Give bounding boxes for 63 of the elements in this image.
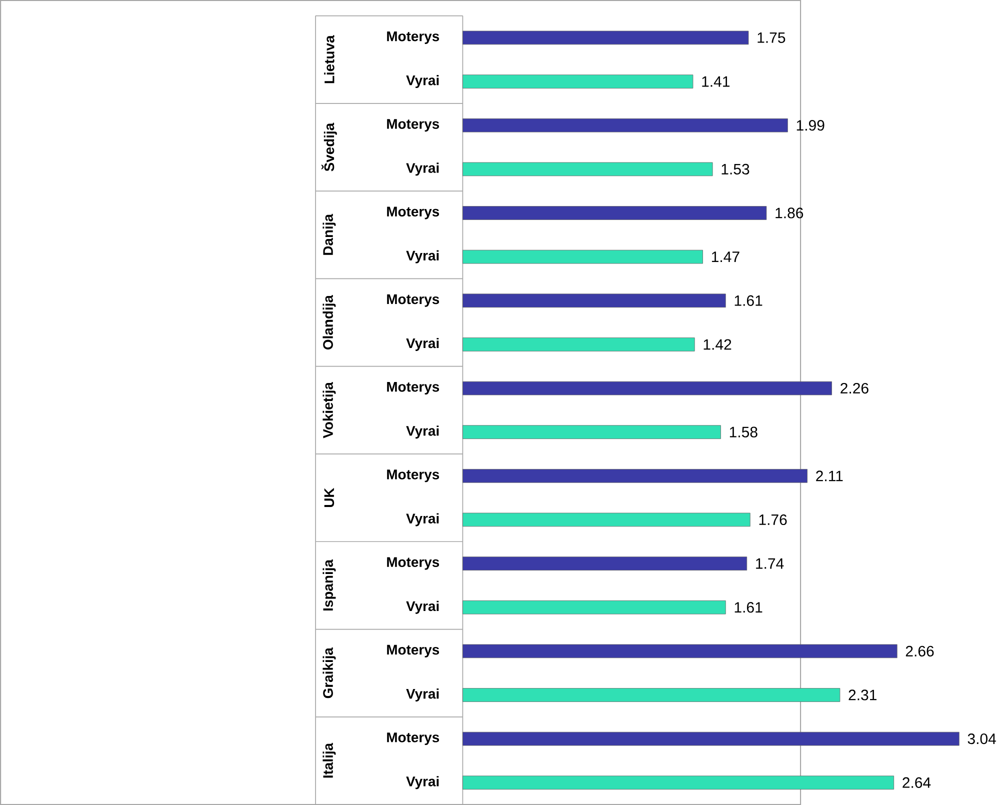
- y-tick-label: Vyrai: [406, 776, 439, 790]
- y-tick-label: Moterys: [387, 470, 440, 482]
- text: Olandija: [322, 294, 336, 350]
- bar: [462, 688, 840, 702]
- data-label: 1.42: [704, 339, 732, 350]
- bar: [462, 250, 703, 264]
- y-tick-label: Moterys: [387, 294, 440, 307]
- data-label: 2.11: [816, 470, 843, 482]
- data-label: 1.61: [734, 602, 762, 613]
- y-tick-label: Vyrai: [406, 513, 439, 526]
- text: Danija: [322, 214, 336, 255]
- bar: [462, 74, 694, 88]
- bar: [462, 644, 898, 658]
- bar: [462, 206, 767, 220]
- y-tick-label: Moterys: [387, 557, 440, 570]
- bar: [462, 776, 894, 790]
- y-tick-label: Vyrai: [406, 600, 439, 614]
- data-label: 2.26: [840, 382, 868, 394]
- data-label: 1.75: [758, 32, 786, 43]
- text: Ispanija: [322, 559, 336, 610]
- y-tick-label: Vyrai: [406, 688, 439, 702]
- y-tick-label: Moterys: [387, 119, 440, 132]
- bar: [462, 512, 750, 527]
- bar: [462, 30, 749, 45]
- y-tick-label: Vyrai: [406, 338, 439, 351]
- y-tick-label: Moterys: [387, 644, 440, 658]
- data-label: 1.74: [756, 558, 784, 569]
- bar: [462, 600, 726, 614]
- text: Italija: [322, 742, 336, 778]
- data-label: 3.04: [968, 733, 996, 744]
- data-label: 1.58: [730, 426, 758, 438]
- bar: [462, 556, 748, 570]
- text: Lietuva: [324, 35, 334, 84]
- bar: [462, 732, 960, 746]
- y-tick-label: Vyrai: [406, 250, 439, 264]
- data-label: 1.41: [702, 76, 730, 87]
- text: UK: [324, 488, 334, 507]
- y-tick-label: Moterys: [387, 31, 440, 44]
- data-label: 1.53: [722, 164, 750, 174]
- text: Vokietija: [322, 382, 336, 438]
- bar: [462, 425, 721, 439]
- text: Graikija: [322, 647, 336, 698]
- bar: [462, 162, 713, 176]
- data-label: 1.76: [759, 514, 787, 526]
- bar: [462, 338, 695, 352]
- data-label: 2.31: [848, 690, 876, 700]
- data-label: 2.66: [906, 646, 934, 656]
- data-label: 2.64: [902, 777, 931, 788]
- y-tick-label: Moterys: [387, 382, 440, 394]
- bar: [462, 118, 788, 132]
- y-tick-label: Moterys: [387, 206, 440, 220]
- y-tick-label: Moterys: [387, 732, 440, 746]
- text: Švedija: [322, 122, 337, 172]
- data-label: 1.99: [796, 120, 824, 131]
- bar: [462, 468, 808, 483]
- y-tick-label: Vyrai: [406, 75, 439, 88]
- data-label: 1.47: [712, 252, 740, 262]
- y-tick-label: Vyrai: [406, 426, 439, 439]
- data-label: 1.86: [776, 208, 804, 218]
- y-tick-label: Vyrai: [406, 162, 439, 176]
- bar: [462, 294, 726, 308]
- data-label: 1.61: [734, 295, 762, 306]
- bar: [462, 381, 832, 396]
